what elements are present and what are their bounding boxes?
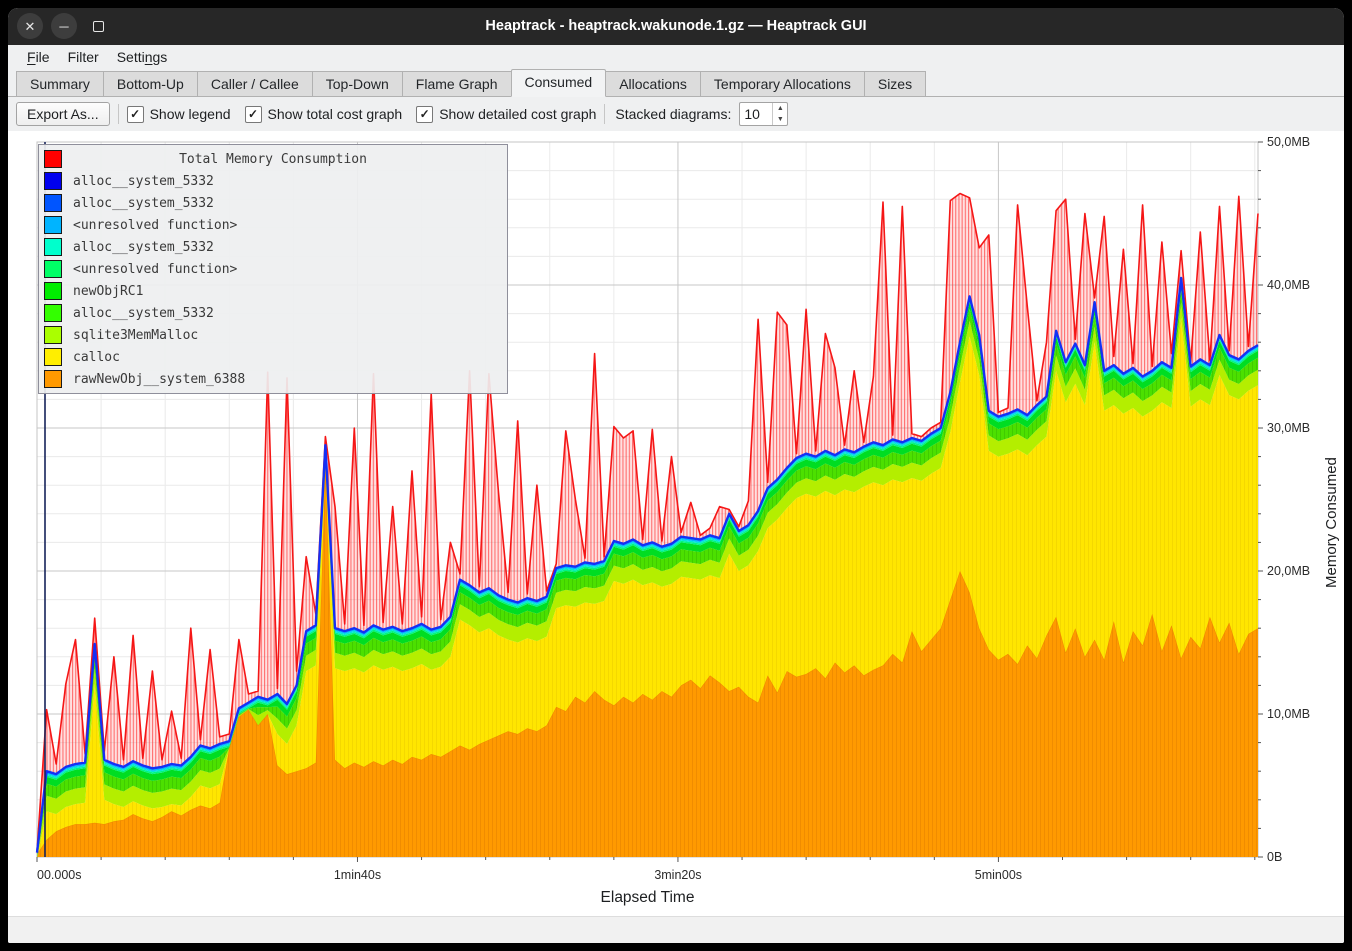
checkbox-box[interactable]: ✓: [244, 105, 262, 123]
x-tick-label: 1min40s: [334, 868, 381, 882]
y-tick-label: 0B: [1267, 850, 1282, 864]
close-button[interactable]: ✕: [17, 13, 43, 39]
checkbox-label: Show detailed cost graph: [439, 106, 597, 122]
window-title: Heaptrack - heaptrack.wakunode.1.gz — He…: [485, 18, 867, 34]
tab-caller-callee[interactable]: Caller / Callee: [196, 71, 312, 97]
legend-label: alloc__system_5332: [73, 195, 214, 211]
legend-label: alloc__system_5332: [73, 173, 214, 189]
legend-row: alloc__system_5332: [39, 302, 507, 324]
tab-bottom-up[interactable]: Bottom-Up: [102, 71, 197, 97]
legend-row: newObjRC1: [39, 280, 507, 302]
y-tick-label: 30,0MB: [1267, 421, 1310, 435]
area-rawnewobj: [37, 463, 1258, 857]
area-sqlite3MemMalloc: [37, 302, 1258, 859]
line-consumed-top: [35, 276, 1259, 853]
legend-label: newObjRC1: [73, 283, 144, 299]
title-bar: ✕ ─ Heaptrack - heaptrack.wakunode.1.gz …: [8, 8, 1344, 45]
legend-swatch-icon: [44, 194, 62, 212]
chart-canvas[interactable]: 00.000s 1min40s 3min20s 5min00s 0B 10,0MB 20,0…: [8, 131, 1344, 918]
legend-label: rawNewObj__system_6388: [73, 371, 246, 387]
y-tick-label: 40,0MB: [1267, 278, 1310, 292]
legend-label: sqlite3MemMalloc: [73, 327, 199, 343]
checkbox-show-total-cost-graph[interactable]: ✓ Show total cost graph: [244, 105, 403, 123]
x-tick-label: 3min20s: [654, 868, 701, 882]
menu-bar: File Filter Settings: [8, 45, 1344, 69]
tab-flame-graph[interactable]: Flame Graph: [401, 71, 511, 97]
legend-row: alloc__system_5332: [39, 170, 507, 192]
maximize-icon: [92, 20, 104, 32]
spinner-value[interactable]: 10: [744, 106, 760, 122]
legend-row: alloc__system_5332: [39, 192, 507, 214]
y-tick-label: 50,0MB: [1267, 135, 1310, 149]
checkbox-box[interactable]: ✓: [126, 105, 144, 123]
toolbar-separator: [604, 104, 606, 124]
legend-swatch-icon: [44, 348, 62, 366]
maximize-button[interactable]: [85, 13, 111, 39]
legend-swatch-icon: [44, 370, 62, 388]
area-total-consumption: [37, 193, 1258, 853]
line-total-consumption: [36, 192, 1259, 852]
chevron-up-icon: ▲: [776, 105, 784, 112]
chart-area: 00.000s 1min40s 3min20s 5min00s 0B 10,0MB 20,0…: [8, 131, 1344, 916]
window-controls: ✕ ─: [17, 13, 111, 39]
x-tick-label: 00.000s: [37, 868, 81, 882]
tab-allocations[interactable]: Allocations: [606, 71, 700, 97]
bottom-strip: [8, 916, 1344, 943]
tab-summary[interactable]: Summary: [16, 71, 103, 97]
tab-temporary-allocations[interactable]: Temporary Allocations: [699, 71, 864, 97]
minimize-icon: ─: [59, 18, 69, 34]
legend-label: <unresolved function>: [73, 261, 238, 277]
legend-swatch-icon: [44, 238, 62, 256]
y-tick-label: 20,0MB: [1267, 564, 1310, 578]
legend-swatch-icon: [44, 172, 62, 190]
legend-swatch-icon: [44, 260, 62, 278]
checkbox-show-legend[interactable]: ✓ Show legend: [126, 105, 231, 123]
stacked-diagrams-label: Stacked diagrams:: [615, 106, 732, 122]
checkbox-label: Show legend: [149, 106, 231, 122]
legend-swatch-icon: [44, 326, 62, 344]
menu-item-filter[interactable]: Filter: [67, 49, 99, 65]
area-calloc: [37, 317, 1258, 859]
tab-consumed[interactable]: Consumed: [510, 69, 607, 97]
legend-swatch-icon: [44, 304, 62, 322]
x-axis-title: Elapsed Time: [600, 889, 695, 906]
tab-bar: Summary Bottom-Up Caller / Callee Top-Down F…: [8, 69, 1344, 97]
menu-item-file[interactable]: File: [27, 49, 50, 65]
legend-row: alloc__system_5332: [39, 236, 507, 258]
toolbar-separator: [117, 104, 119, 124]
legend-label: <unresolved function>: [73, 217, 238, 233]
legend-label: alloc__system_5332: [73, 305, 214, 321]
legend-swatch-icon: [44, 150, 62, 168]
stacked-diagrams-spinner[interactable]: 10 ▲ ▼: [739, 102, 789, 126]
y-tick-label: 10,0MB: [1267, 707, 1310, 721]
spinner-up-button[interactable]: ▲: [773, 103, 787, 114]
chart-legend: Total Memory Consumption alloc__system_53…: [38, 144, 508, 394]
chevron-down-icon: ▼: [776, 116, 784, 123]
spinner-down-button[interactable]: ▼: [773, 114, 787, 125]
heaptrack-window: ✕ ─ Heaptrack - heaptrack.wakunode.1.gz …: [8, 8, 1344, 943]
y-axis-title: Memory Consumed: [1323, 457, 1340, 589]
toolbar: Export As... ✓ Show legend ✓ Show total cos…: [8, 97, 1344, 131]
tab-top-down[interactable]: Top-Down: [311, 71, 402, 97]
legend-row: sqlite3MemMalloc: [39, 324, 507, 346]
legend-row: rawNewObj__system_6388: [39, 368, 507, 390]
legend-label: alloc__system_5332: [73, 239, 214, 255]
export-as-button[interactable]: Export As...: [16, 102, 110, 126]
legend-row: Total Memory Consumption: [39, 148, 507, 170]
legend-row: <unresolved function>: [39, 258, 507, 280]
tab-sizes[interactable]: Sizes: [863, 71, 927, 97]
legend-label: calloc: [73, 349, 120, 365]
legend-label: Total Memory Consumption: [179, 151, 367, 167]
checkbox-box[interactable]: ✓: [416, 105, 434, 123]
legend-row: <unresolved function>: [39, 214, 507, 236]
checkbox-show-detailed-cost-graph[interactable]: ✓ Show detailed cost graph: [416, 105, 597, 123]
close-icon: ✕: [24, 18, 36, 34]
legend-swatch-icon: [44, 216, 62, 234]
legend-row: calloc: [39, 346, 507, 368]
x-tick-label: 5min00s: [975, 868, 1022, 882]
legend-swatch-icon: [44, 282, 62, 300]
minimize-button[interactable]: ─: [51, 13, 77, 39]
menu-item-settings[interactable]: Settings: [116, 49, 168, 65]
checkbox-label: Show total cost graph: [267, 106, 403, 122]
